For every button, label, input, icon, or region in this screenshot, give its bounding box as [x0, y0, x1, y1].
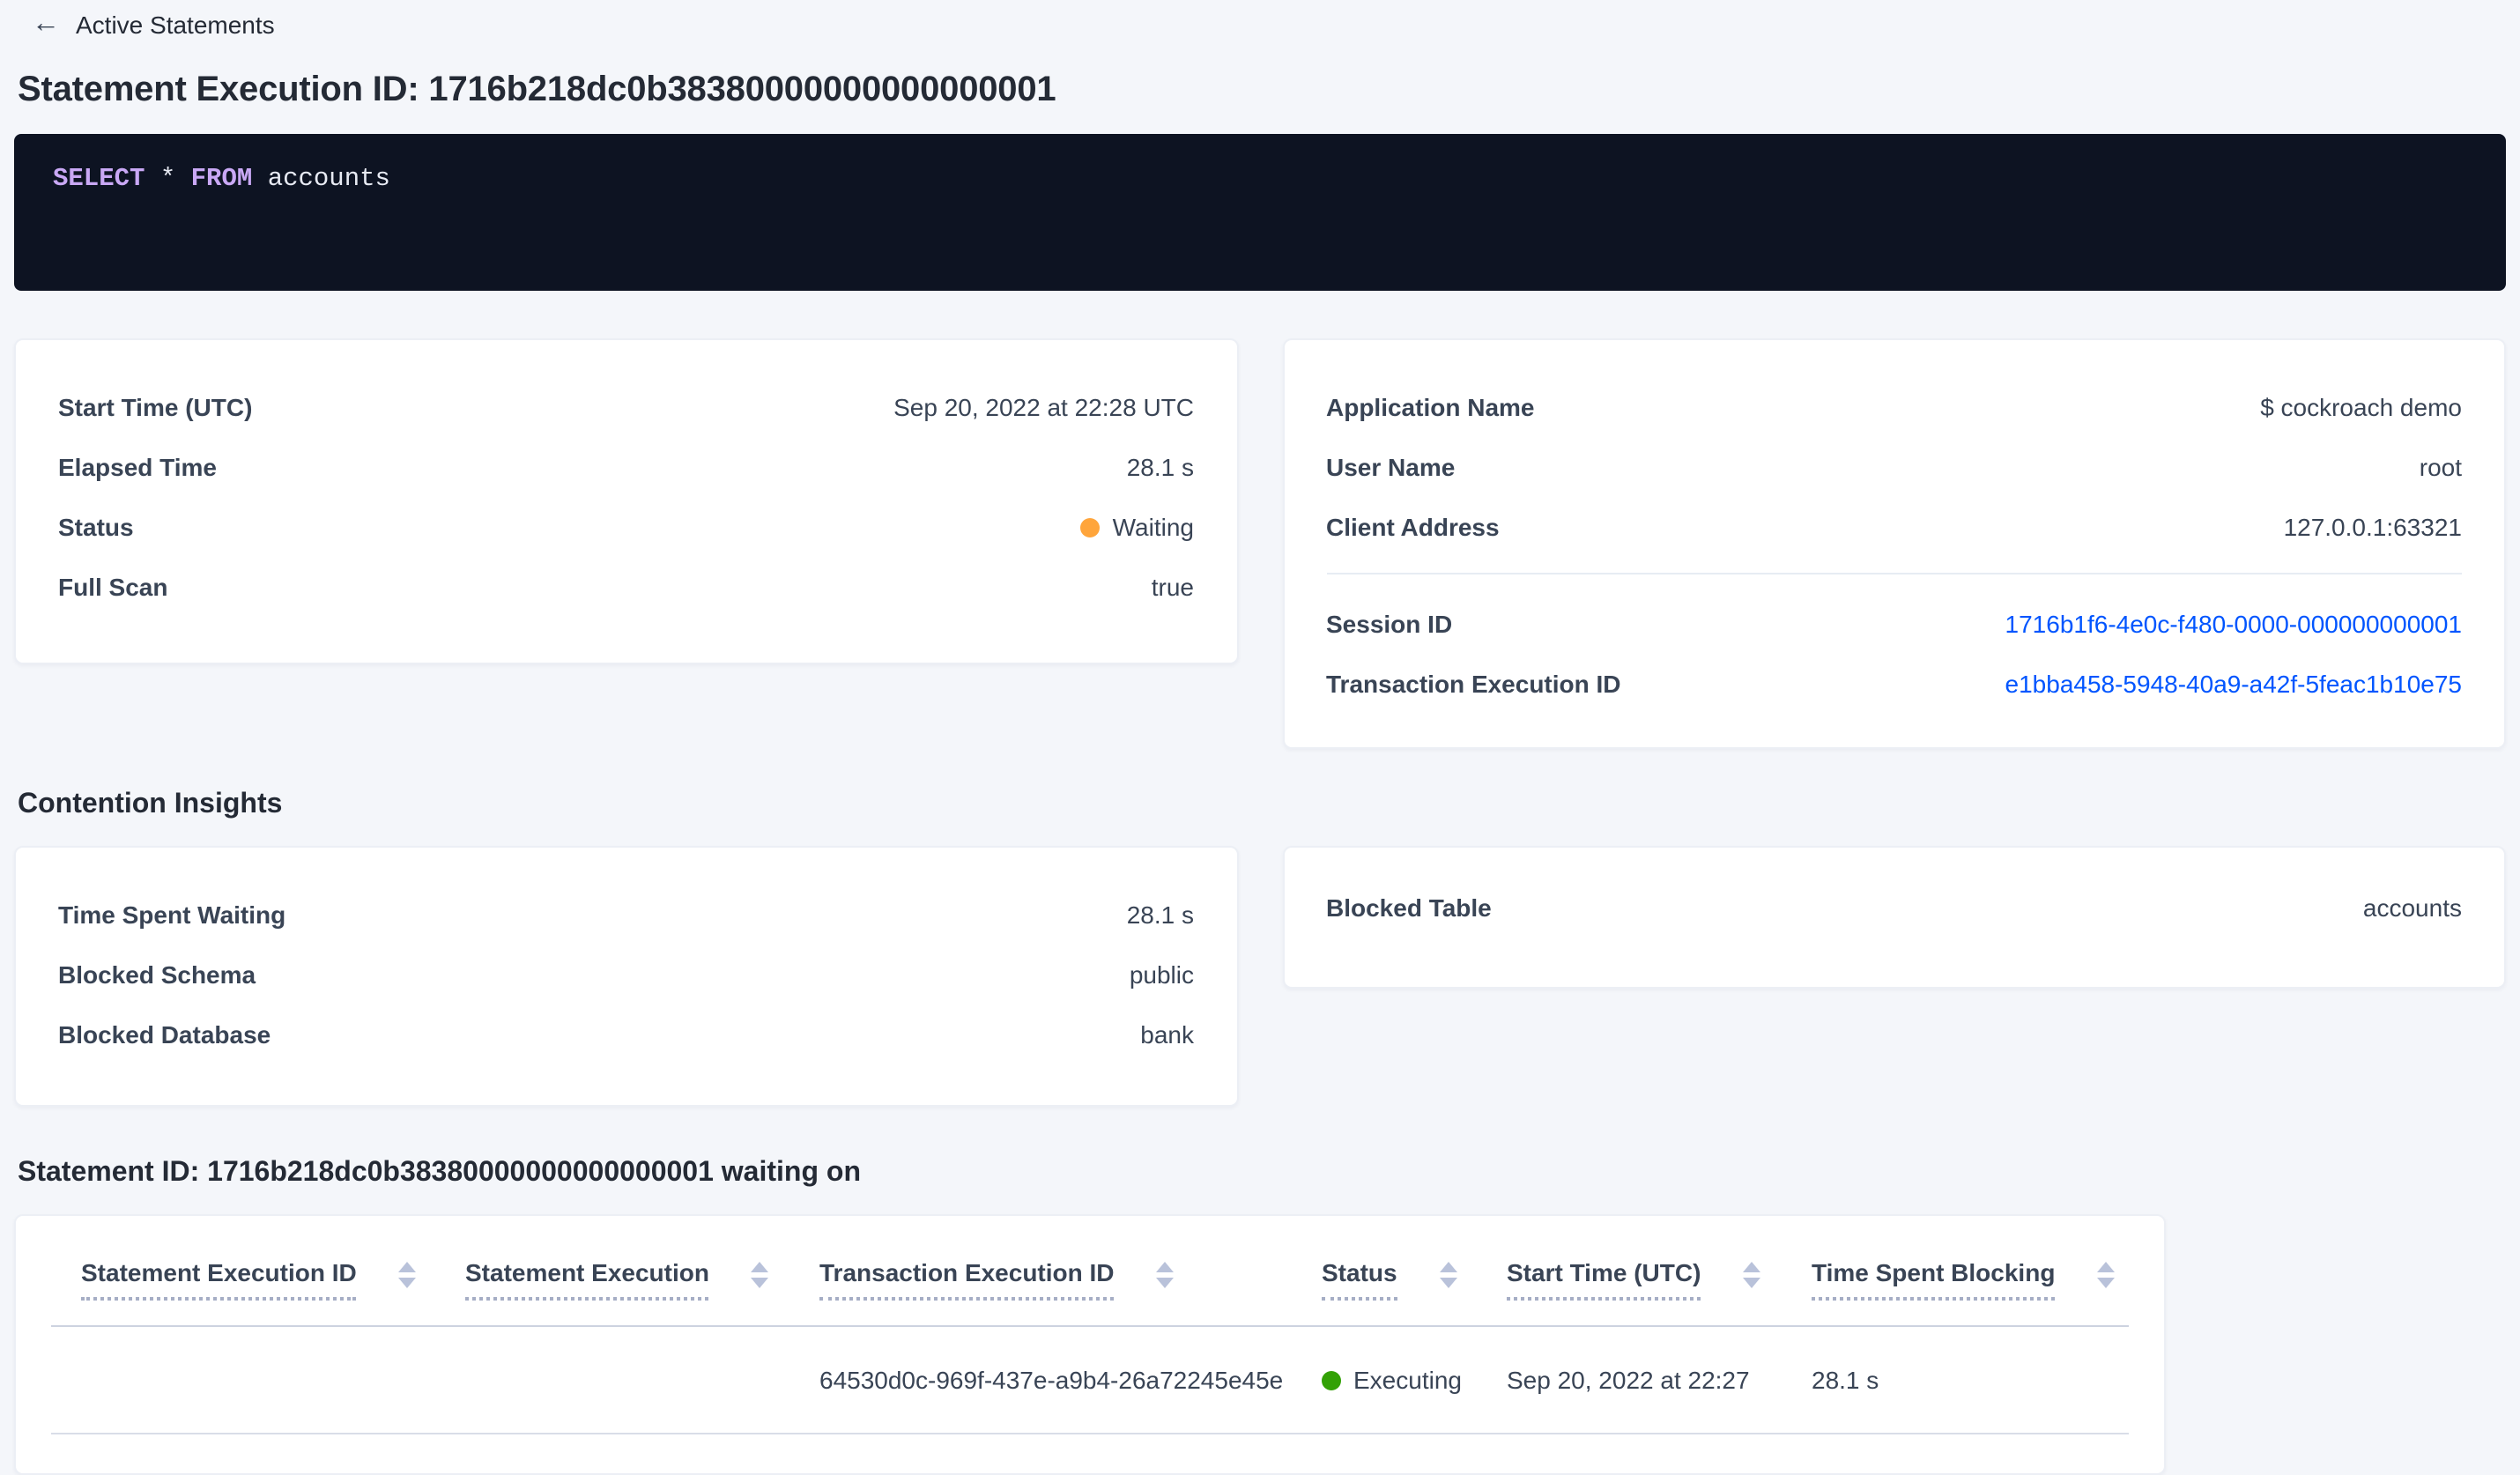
contention-details-card: Time Spent Waiting 28.1 s Blocked Schema…	[14, 846, 1238, 1107]
summary-row-blocked-table: Blocked Table accounts	[1326, 893, 2462, 922]
sql-text: *	[159, 166, 191, 194]
arrow-left-icon: ←	[32, 9, 60, 39]
back-link[interactable]: ← Active Statements	[32, 9, 275, 39]
waiting-status-dot-icon	[1080, 518, 1101, 537]
sort-icon[interactable]	[2097, 1262, 2116, 1288]
full-scan-label: Full Scan	[58, 573, 168, 601]
blocked-table-value: accounts	[2362, 893, 2462, 922]
column-label[interactable]: Statement Execution ID	[81, 1258, 357, 1301]
column-header-transaction-execution-id[interactable]: Transaction Execution ID	[789, 1258, 1292, 1325]
summary-row-session-id: Session ID 1716b1f6-4e0c-f480-0000-00000…	[1326, 610, 2462, 638]
blocked-schema-value: public	[1129, 960, 1194, 989]
sort-icon[interactable]	[1439, 1262, 1457, 1288]
sort-icon[interactable]	[1156, 1262, 1175, 1288]
column-header-time-spent-blocking[interactable]: Time Spent Blocking	[1782, 1258, 2129, 1325]
cell-time-spent-blocking: 28.1 s	[1812, 1366, 1879, 1394]
elapsed-time-label: Elapsed Time	[58, 453, 218, 481]
column-label[interactable]: Time Spent Blocking	[1812, 1258, 2056, 1301]
waiting-on-heading: Statement ID: 1716b218dc0b38380000000000…	[18, 1158, 861, 1188]
status-label: Status	[58, 513, 134, 541]
summary-row-time-spent-waiting: Time Spent Waiting 28.1 s	[58, 901, 1194, 929]
cell-start-time: Sep 20, 2022 at 22:27	[1507, 1366, 1750, 1394]
time-spent-waiting-value: 28.1 s	[1126, 901, 1194, 929]
summary-row-blocked-database: Blocked Database bank	[58, 1020, 1194, 1049]
session-id-link[interactable]: 1716b1f6-4e0c-f480-0000-000000000001	[2005, 610, 2462, 638]
session-details-card: Application Name $ cockroach demo User N…	[1282, 338, 2506, 749]
sql-keyword: SELECT	[53, 166, 160, 194]
sql-keyword: FROM	[190, 166, 268, 194]
sql-statement-box: SELECT * FROM accounts	[14, 134, 2506, 291]
application-name-value: $ cockroach demo	[2260, 393, 2462, 421]
summary-row-transaction-execution-id: Transaction Execution ID e1bba458-5948-4…	[1326, 670, 2462, 698]
cell-status: Executing	[1292, 1366, 1477, 1394]
sort-icon[interactable]	[398, 1262, 417, 1288]
start-time-label: Start Time (UTC)	[58, 393, 253, 421]
contention-insights-heading: Contention Insights	[18, 789, 283, 819]
execution-details-card: Start Time (UTC) Sep 20, 2022 at 22:28 U…	[14, 338, 1238, 664]
column-label[interactable]: Start Time (UTC)	[1507, 1258, 1701, 1301]
blocked-database-label: Blocked Database	[58, 1020, 271, 1049]
column-header-statement-execution-id[interactable]: Statement Execution ID	[51, 1258, 435, 1325]
waiting-on-table-header: Statement Execution ID Statement Executi…	[51, 1216, 2129, 1327]
summary-row-application-name: Application Name $ cockroach demo	[1326, 393, 2462, 421]
user-name-label: User Name	[1326, 453, 1456, 481]
sort-icon[interactable]	[1743, 1262, 1761, 1288]
summary-row-blocked-schema: Blocked Schema public	[58, 960, 1194, 989]
card-divider	[1326, 573, 2462, 574]
client-address-label: Client Address	[1326, 513, 1500, 541]
summary-row-client-address: Client Address 127.0.0.1:63321	[1326, 513, 2462, 541]
column-label[interactable]: Status	[1322, 1258, 1397, 1301]
full-scan-value: true	[1151, 573, 1194, 601]
column-label[interactable]: Transaction Execution ID	[819, 1258, 1115, 1301]
summary-row-start-time: Start Time (UTC) Sep 20, 2022 at 22:28 U…	[58, 393, 1194, 421]
cell-status-text: Executing	[1353, 1366, 1462, 1394]
column-header-status[interactable]: Status	[1292, 1258, 1477, 1325]
summary-row-status: Status Waiting	[58, 513, 1194, 541]
sql-text: accounts	[267, 166, 390, 194]
summary-row-user-name: User Name root	[1326, 453, 2462, 481]
blocked-table-label: Blocked Table	[1326, 893, 1492, 922]
transaction-execution-id-link[interactable]: e1bba458-5948-40a9-a42f-5feac1b10e75	[2005, 670, 2462, 698]
elapsed-time-value: 28.1 s	[1126, 453, 1194, 481]
sort-icon[interactable]	[751, 1262, 769, 1288]
client-address-value: 127.0.0.1:63321	[2283, 513, 2462, 541]
back-link-label: Active Statements	[76, 11, 275, 39]
summary-row-elapsed-time: Elapsed Time 28.1 s	[58, 453, 1194, 481]
column-header-statement-execution[interactable]: Statement Execution	[435, 1258, 789, 1325]
user-name-value: root	[2419, 453, 2462, 481]
summary-row-full-scan: Full Scan true	[58, 573, 1194, 601]
start-time-value: Sep 20, 2022 at 22:28 UTC	[893, 393, 1194, 421]
cell-transaction-execution-id: 64530d0c-969f-437e-a9b4-26a72245e45e	[819, 1366, 1284, 1394]
transaction-execution-id-label: Transaction Execution ID	[1326, 670, 1621, 698]
status-value-text: Waiting	[1112, 513, 1194, 541]
time-spent-waiting-label: Time Spent Waiting	[58, 901, 286, 929]
table-row: 64530d0c-969f-437e-a9b4-26a72245e45e Exe…	[51, 1327, 2129, 1434]
column-header-start-time[interactable]: Start Time (UTC)	[1477, 1258, 1782, 1325]
blocked-table-card: Blocked Table accounts	[1282, 846, 2506, 989]
status-value: Waiting	[1080, 513, 1194, 541]
application-name-label: Application Name	[1326, 393, 1535, 421]
session-id-label: Session ID	[1326, 610, 1453, 638]
page-title: Statement Execution ID: 1716b218dc0b3838…	[18, 70, 1056, 109]
waiting-on-table-card: Statement Execution ID Statement Executi…	[14, 1214, 2166, 1475]
executing-status-dot-icon	[1322, 1371, 1341, 1390]
blocked-schema-label: Blocked Schema	[58, 960, 256, 989]
column-label[interactable]: Statement Execution	[465, 1258, 709, 1301]
blocked-database-value: bank	[1140, 1020, 1194, 1049]
